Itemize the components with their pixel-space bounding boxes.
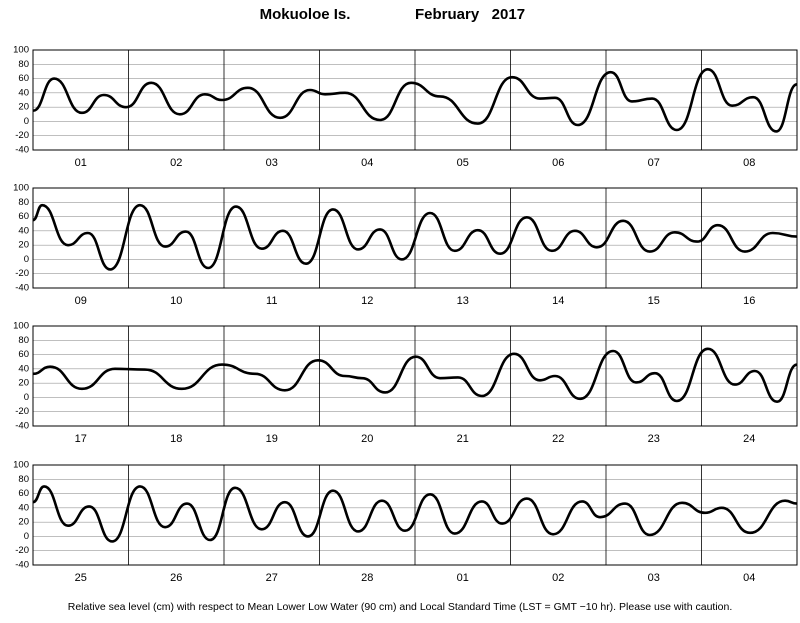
tide-line <box>32 485 798 543</box>
plot-frame <box>32 325 798 427</box>
x-tick-label: 01 <box>457 572 469 584</box>
x-tick-label: 04 <box>361 157 373 169</box>
y-tick-label: 0 <box>24 254 29 265</box>
x-tick-label: 10 <box>170 295 182 307</box>
x-tick-label: 19 <box>266 433 278 445</box>
x-tick-label: 15 <box>648 295 660 307</box>
plot-frame <box>32 187 798 289</box>
x-tick-label: 22 <box>552 433 564 445</box>
station-title: Mokuoloe Is. <box>260 6 351 23</box>
y-tick-label: 80 <box>18 197 29 208</box>
month-title: February 2017 <box>415 6 525 23</box>
y-tick-label: 0 <box>24 392 29 403</box>
x-tick-label: 09 <box>75 295 87 307</box>
x-tick-label: 08 <box>743 157 755 169</box>
x-tick-label: 28 <box>361 572 373 584</box>
y-tick-label: 40 <box>18 502 29 513</box>
y-tick-label: 60 <box>18 73 29 84</box>
x-tick-label: 01 <box>75 157 87 169</box>
x-tick-label: 02 <box>170 157 182 169</box>
y-tick-label: -40 <box>15 283 29 294</box>
x-tick-label: 03 <box>648 572 660 584</box>
y-tick-label: 80 <box>18 335 29 346</box>
x-tick-label: 11 <box>266 295 277 307</box>
y-tick-label: 40 <box>18 87 29 98</box>
x-tick-label: 17 <box>75 433 87 445</box>
y-tick-label: -20 <box>15 130 29 141</box>
y-tick-label: 60 <box>18 349 29 360</box>
x-tick-label: 04 <box>743 572 755 584</box>
x-tick-label: 14 <box>552 295 564 307</box>
tide-line <box>32 203 798 271</box>
x-tick-label: 21 <box>457 433 469 445</box>
x-tick-label: 26 <box>170 572 182 584</box>
y-tick-label: 100 <box>13 183 29 194</box>
y-tick-label: 60 <box>18 488 29 499</box>
x-tick-label: 02 <box>552 572 564 584</box>
plot-frame <box>32 464 798 566</box>
y-tick-label: -20 <box>15 545 29 556</box>
plot-frame <box>32 49 798 151</box>
y-tick-label: -40 <box>15 145 29 156</box>
x-tick-label: 20 <box>361 433 373 445</box>
y-tick-label: -20 <box>15 268 29 279</box>
x-tick-label: 16 <box>743 295 755 307</box>
x-tick-label: 24 <box>743 433 755 445</box>
y-tick-label: 40 <box>18 363 29 374</box>
footer-note: Relative sea level (cm) with respect to … <box>68 601 733 613</box>
y-tick-label: -40 <box>15 421 29 432</box>
x-tick-label: 25 <box>75 572 87 584</box>
y-tick-label: 40 <box>18 225 29 236</box>
y-tick-label: -40 <box>15 560 29 571</box>
x-tick-label: 13 <box>457 295 469 307</box>
y-tick-label: 100 <box>13 321 29 332</box>
tide-line <box>32 347 798 404</box>
x-tick-label: 23 <box>648 433 660 445</box>
x-tick-label: 03 <box>266 157 278 169</box>
y-tick-label: 80 <box>18 474 29 485</box>
y-tick-label: 20 <box>18 240 29 251</box>
y-tick-label: -20 <box>15 406 29 417</box>
x-tick-label: 12 <box>361 295 373 307</box>
y-tick-label: 80 <box>18 59 29 70</box>
x-tick-label: 05 <box>457 157 469 169</box>
y-tick-label: 0 <box>24 116 29 127</box>
x-tick-label: 06 <box>552 157 564 169</box>
x-tick-label: 18 <box>170 433 182 445</box>
y-tick-label: 100 <box>13 45 29 56</box>
y-tick-label: 60 <box>18 211 29 222</box>
y-tick-label: 20 <box>18 517 29 528</box>
y-tick-label: 0 <box>24 531 29 542</box>
x-tick-label: 27 <box>266 572 278 584</box>
y-tick-label: 20 <box>18 102 29 113</box>
y-tick-label: 20 <box>18 378 29 389</box>
x-tick-label: 07 <box>648 157 660 169</box>
y-tick-label: 100 <box>13 460 29 471</box>
tide-line <box>32 67 798 133</box>
